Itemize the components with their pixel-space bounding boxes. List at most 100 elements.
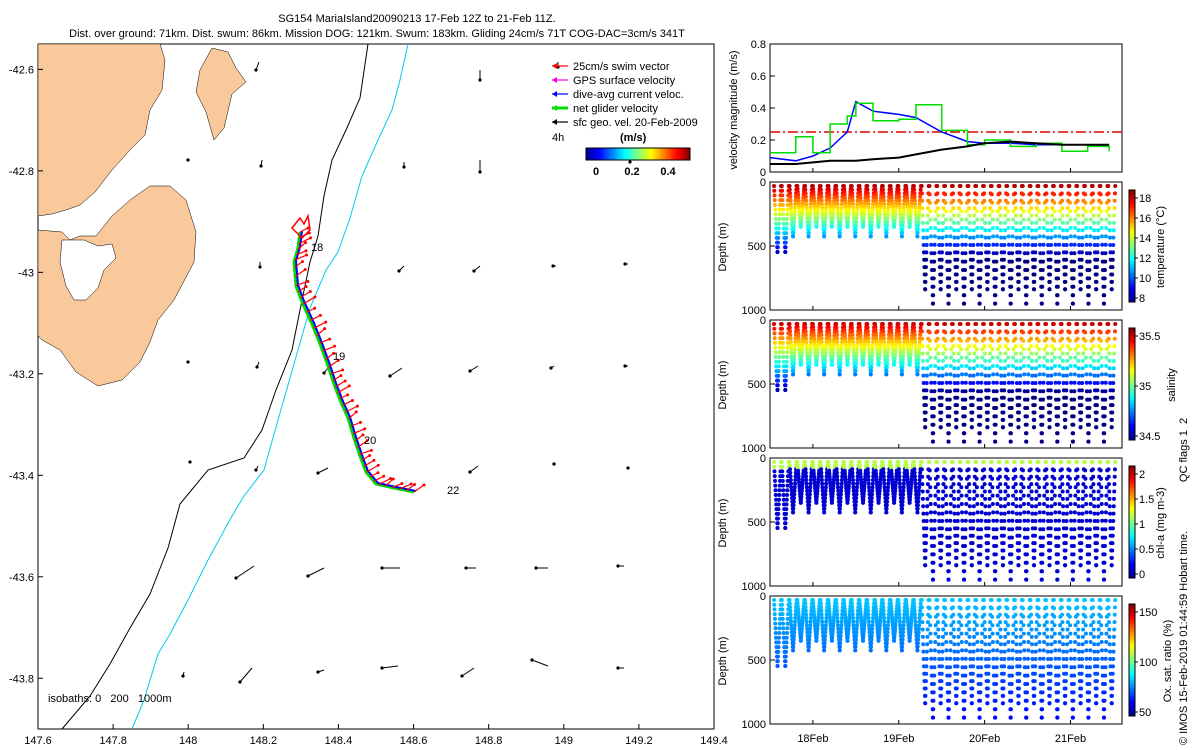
salinity-sample — [781, 359, 786, 364]
chl-sample — [853, 506, 858, 511]
salinity-sample — [985, 410, 990, 415]
oxygen-sample — [940, 634, 945, 639]
chl-sample — [1069, 518, 1074, 523]
chl-sample — [924, 511, 929, 516]
oxygen-sample — [793, 616, 798, 620]
oxygen-sample — [923, 693, 928, 698]
swim-vector-head — [313, 306, 317, 310]
salinity-sample — [1109, 425, 1114, 430]
oxygen-sample — [855, 616, 860, 620]
salinity-sample — [824, 340, 829, 344]
temperature-sample — [1099, 226, 1104, 230]
oxygen-sample — [816, 612, 821, 617]
chl-sample — [960, 518, 965, 523]
oxygen-sample — [936, 634, 941, 639]
oxygen-sample — [918, 608, 923, 613]
oxygen-sample — [880, 598, 885, 602]
oxygen-sample — [853, 648, 858, 653]
salinity-sample — [795, 322, 800, 326]
chl-sample — [997, 474, 1002, 479]
temperature-sample — [1010, 242, 1015, 247]
temperature-sample — [932, 234, 937, 239]
oxygen-sample — [828, 621, 833, 626]
salinity-sample — [1003, 344, 1008, 349]
salinity-sample — [827, 339, 832, 344]
chl-sample — [1092, 518, 1097, 523]
chl-sample — [967, 504, 972, 509]
chl-sample — [960, 527, 965, 532]
salinity-sample — [1075, 329, 1080, 334]
chl-sample — [816, 474, 821, 479]
temperature-sample — [812, 207, 817, 212]
temperature-sample — [890, 207, 895, 212]
geo-velocity-arrowhead — [316, 670, 320, 674]
oxygen-sample — [853, 644, 858, 649]
chl-sample — [877, 489, 882, 494]
temperature-sample — [839, 202, 844, 206]
temperature-sample — [952, 242, 957, 247]
temperature-sample — [956, 220, 961, 225]
chl-sample — [1077, 518, 1082, 523]
salinity-sample — [943, 338, 948, 343]
chl-sample — [892, 500, 897, 505]
salinity-sample — [1061, 373, 1066, 378]
salinity-sample — [916, 354, 921, 359]
oxygen-sample — [789, 623, 794, 628]
temperature-sample — [976, 251, 981, 256]
oxygen-sample — [869, 641, 874, 646]
temperature-sample — [807, 216, 812, 221]
temperature-sample — [1068, 217, 1073, 222]
chl-sample — [995, 485, 1000, 490]
chl-sample — [795, 462, 800, 467]
salinity-sample — [843, 336, 848, 341]
oxygen-sample — [803, 601, 808, 606]
temperature-sample — [909, 201, 914, 206]
temperature-sample — [793, 198, 798, 203]
salinity-sample — [1092, 380, 1097, 385]
chl-sample — [967, 489, 972, 494]
geo-velocity-arrowhead — [238, 680, 242, 684]
temperature-sample — [1041, 234, 1046, 239]
salinity-sample — [793, 340, 798, 344]
oxygen-sample — [885, 634, 890, 638]
temperature-sample — [1016, 279, 1021, 284]
temperature-sample — [858, 192, 863, 197]
chl-sample — [773, 493, 778, 497]
chl-sample — [886, 485, 891, 490]
temperature-sample — [839, 212, 844, 217]
oxygen-sample — [830, 627, 835, 632]
geo-velocity-arrowhead — [472, 269, 476, 273]
salinity-sample — [1001, 417, 1006, 422]
temperature-sample — [885, 212, 890, 217]
salinity-sample — [900, 358, 905, 362]
salinity-sample — [1022, 372, 1027, 377]
chl-sample — [985, 563, 990, 568]
temperature-sample — [1091, 220, 1096, 225]
salinity-sample — [917, 343, 922, 348]
chl-sample — [1087, 552, 1092, 557]
temperature-sample — [1104, 209, 1109, 214]
temperature-sample — [960, 251, 965, 256]
salinity-sample — [963, 389, 968, 394]
chl-sample — [1003, 489, 1008, 494]
oxygen-sample — [920, 627, 925, 632]
chl-sample — [812, 477, 817, 482]
chl-sample — [838, 496, 843, 500]
salinity-sample — [1080, 373, 1085, 378]
temperature-sample — [803, 191, 808, 196]
salinity-sample — [1067, 338, 1072, 343]
temperature-sample — [1076, 235, 1081, 240]
oxygen-sample — [837, 644, 842, 649]
chl-sample — [960, 510, 965, 515]
temperature-sample — [858, 201, 863, 206]
chl-sample — [963, 527, 968, 532]
chl-sample — [1091, 482, 1096, 487]
salinity-sample — [897, 332, 902, 337]
salinity-sample — [956, 358, 961, 363]
chl-sample — [797, 480, 802, 485]
temperature-sample — [1096, 206, 1101, 211]
temperature-sample — [1002, 250, 1007, 255]
chl-sample — [1096, 496, 1101, 501]
velocity-series-sfc — [770, 140, 1110, 165]
chl-sample — [1072, 535, 1077, 540]
